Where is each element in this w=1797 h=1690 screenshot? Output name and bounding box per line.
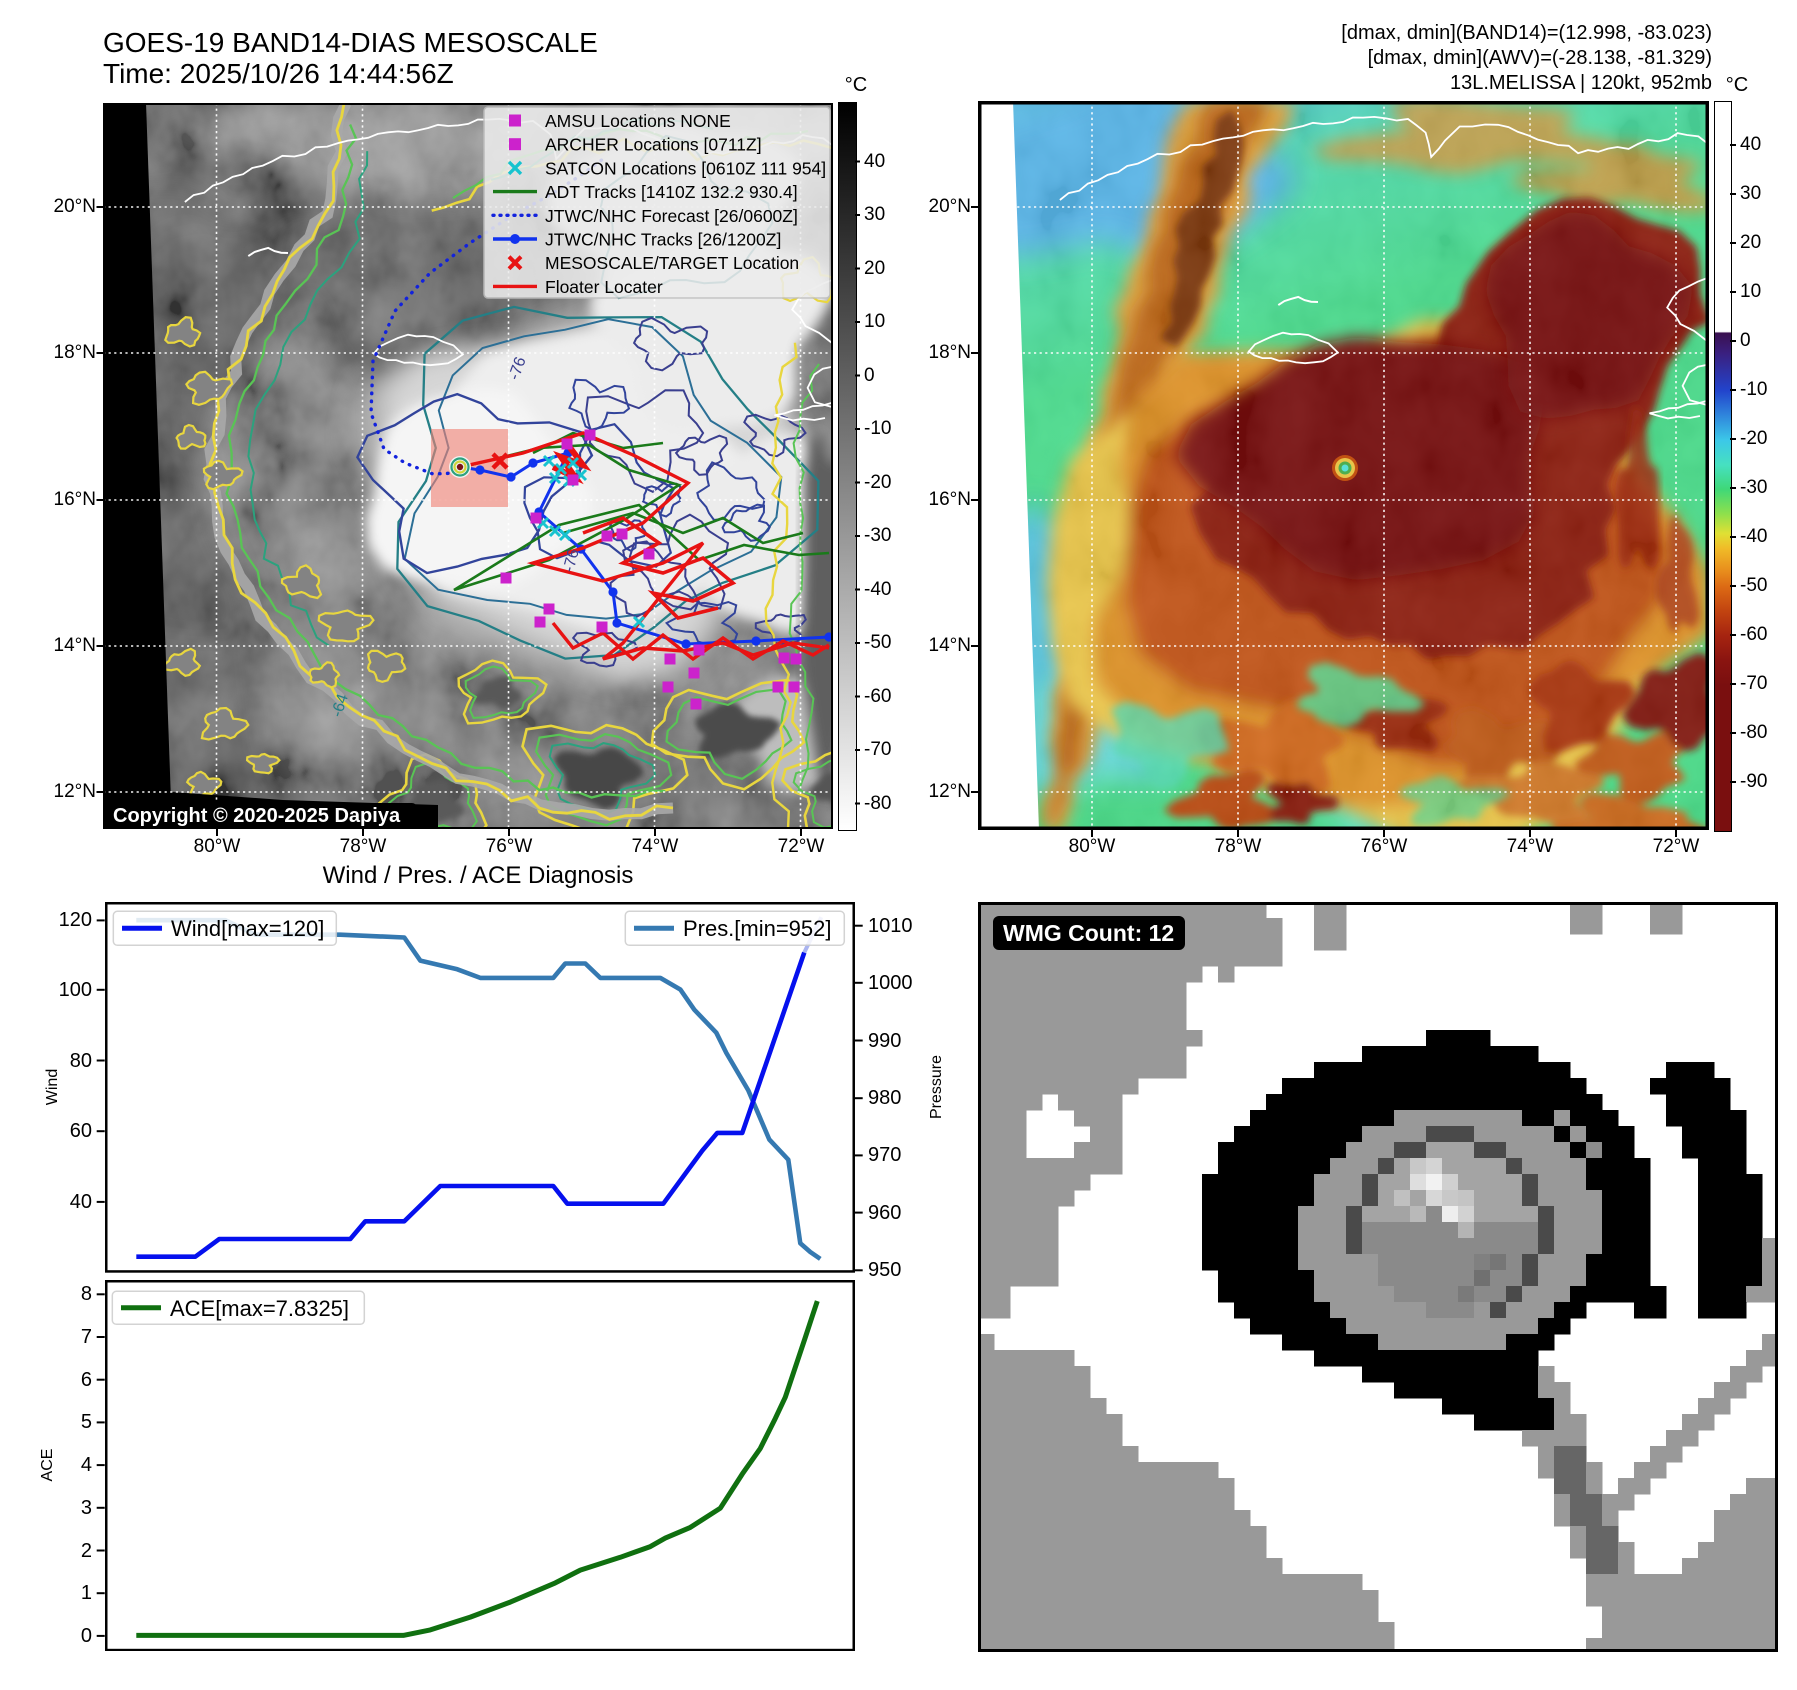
svg-text:WMG Count: 12: WMG Count: 12 (1003, 920, 1174, 946)
svg-text:-76: -76 (506, 355, 530, 383)
svg-text:Copyright © 2020-2025 Dapiya: Copyright © 2020-2025 Dapiya (113, 805, 401, 827)
svg-text:AMSU Locations NONE: AMSU Locations NONE (545, 111, 731, 131)
svg-text:Wind[max=120]: Wind[max=120] (171, 916, 324, 941)
svg-text:ACE[max=7.8325]: ACE[max=7.8325] (170, 1296, 349, 1321)
svg-text:-76: -76 (560, 547, 582, 574)
svg-text:-64: -64 (329, 692, 352, 719)
svg-text:ACE: ACE (39, 1449, 56, 1482)
svg-text:Floater Locater: Floater Locater (545, 277, 663, 297)
svg-text:JTWC/NHC Forecast [26/0600Z]: JTWC/NHC Forecast [26/0600Z] (545, 206, 798, 226)
svg-text:ARCHER Locations [0711Z]: ARCHER Locations [0711Z] (545, 135, 762, 155)
svg-text:ADT Tracks [1410Z 132.2 930.4]: ADT Tracks [1410Z 132.2 930.4] (545, 182, 798, 202)
svg-text:Pres.[min=952]: Pres.[min=952] (683, 916, 831, 941)
svg-text:SATCON Locations [0610Z 111 95: SATCON Locations [0610Z 111 954] (545, 158, 826, 178)
svg-text:Wind: Wind (44, 1069, 61, 1105)
svg-text:Pressure: Pressure (928, 1055, 945, 1119)
svg-text:MESOSCALE/TARGET Location: MESOSCALE/TARGET Location (545, 253, 799, 273)
svg-text:JTWC/NHC Tracks [26/1200Z]: JTWC/NHC Tracks [26/1200Z] (545, 230, 781, 250)
